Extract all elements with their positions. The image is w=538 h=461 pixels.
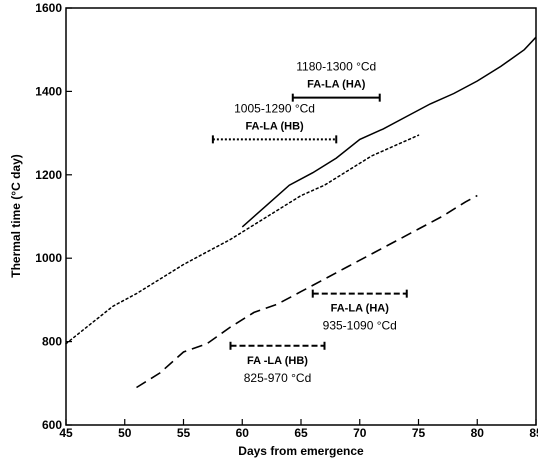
y-tick-label: 800 [42, 335, 62, 349]
y-tick-label: 1000 [35, 251, 62, 265]
range-label: 825-970 °Cd [244, 371, 312, 385]
x-tick-label: 65 [294, 426, 308, 440]
stage-label: FA-LA (HB) [245, 120, 304, 132]
x-tick-label: 45 [59, 426, 73, 440]
series-line-dashed [136, 194, 478, 389]
series-line-dotted [65, 134, 420, 345]
y-tick-label: 1200 [35, 168, 62, 182]
y-tick-label: 600 [42, 418, 62, 432]
x-tick-label: 60 [236, 426, 250, 440]
x-axis-title: Days from emergence [238, 444, 364, 458]
series-line-solid [241, 36, 537, 228]
x-tick-label: 50 [118, 426, 132, 440]
range-label: 935-1090 °Cd [323, 319, 397, 333]
annotation-hb-upper: FA-LA (HB) 1005-1290 °Cd [211, 101, 338, 144]
range-label: 1180-1300 °Cd [296, 60, 376, 74]
x-tick-label: 85 [529, 426, 538, 440]
x-tick-label: 80 [471, 426, 485, 440]
y-tick-label: 1600 [35, 1, 62, 15]
series-layer [65, 36, 537, 389]
stage-label: FA-LA (HA) [331, 303, 390, 315]
axis-ticks: 45 50 55 60 65 70 75 80 85 600 800 1000 1200 1400 1600 [35, 1, 538, 440]
x-tick-label: 55 [177, 426, 191, 440]
annotation-hb-lower: FA -LA (HB) 825-970 °Cd [229, 341, 326, 385]
stage-label: FA-LA (HA) [307, 79, 366, 91]
annotation-ha-upper: FA-LA (HA) 1180-1300 °Cd [291, 60, 381, 102]
x-tick-label: 75 [412, 426, 426, 440]
annotation-layer: FA-LA (HA) 1180-1300 °Cd FA-LA (HB) 1005-12… [211, 60, 408, 385]
annotation-ha-lower: FA-LA (HA) 935-1090 °Cd [311, 289, 408, 333]
stage-label: FA -LA (HB) [247, 355, 308, 367]
range-label: 1005-1290 °Cd [234, 101, 315, 115]
x-tick-label: 70 [353, 426, 367, 440]
y-tick-label: 1400 [35, 84, 62, 98]
y-axis-title: Thermal time (°C day) [9, 154, 23, 278]
